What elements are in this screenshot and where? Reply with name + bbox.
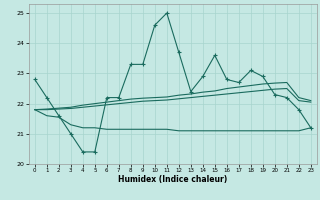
X-axis label: Humidex (Indice chaleur): Humidex (Indice chaleur) bbox=[118, 175, 228, 184]
